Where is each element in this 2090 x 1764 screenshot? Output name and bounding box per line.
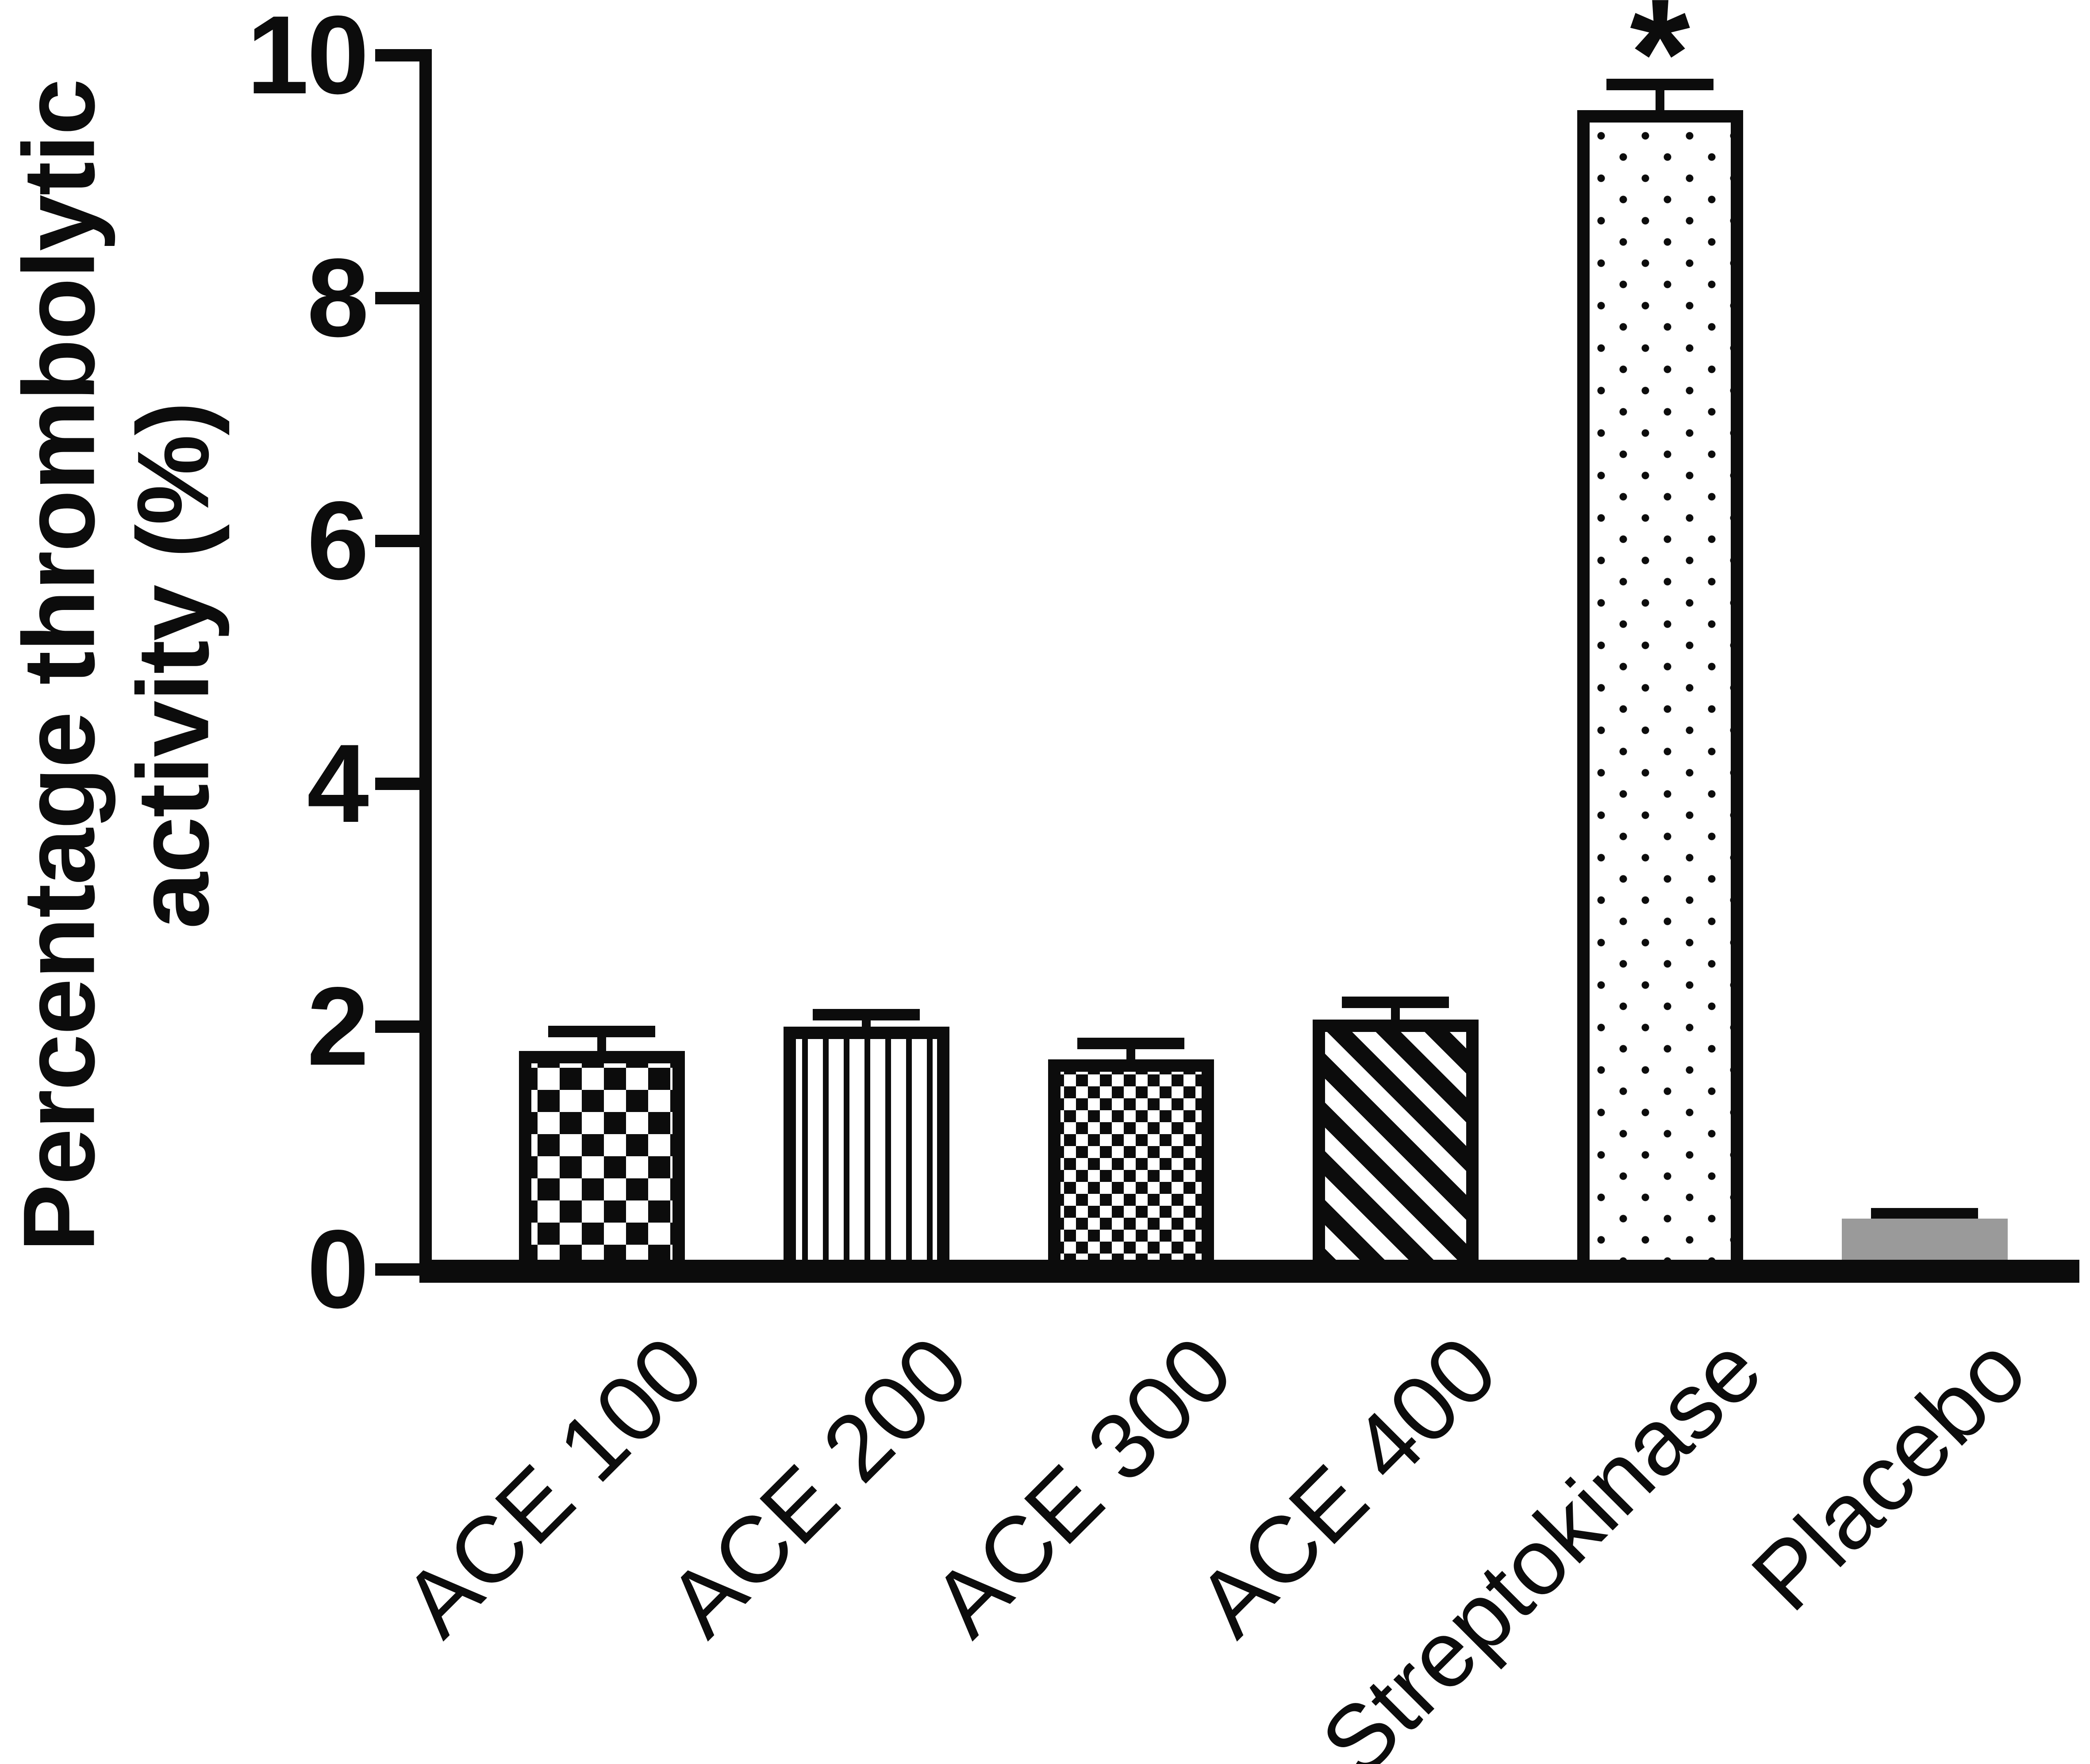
y-tick-8 bbox=[375, 292, 432, 304]
y-tick-label-4: 4 bbox=[307, 721, 369, 846]
y-tick-2 bbox=[375, 1020, 432, 1033]
x-axis-line bbox=[419, 1260, 2079, 1283]
bar-streptokinase bbox=[1577, 110, 1743, 1274]
bar-ace-200 bbox=[783, 1027, 949, 1274]
y-axis-line bbox=[419, 49, 432, 1276]
y-tick-label-2: 2 bbox=[307, 964, 369, 1089]
error-bar-cap-ace-200 bbox=[813, 1009, 920, 1020]
y-tick-label-8: 8 bbox=[307, 236, 369, 360]
bar-ace-400 bbox=[1312, 1019, 1479, 1274]
bar-ace-300 bbox=[1048, 1059, 1214, 1274]
y-tick-label-10: 10 bbox=[246, 0, 369, 117]
error-bar-cap-ace-300 bbox=[1077, 1038, 1184, 1050]
error-bar-cap-placebo bbox=[1871, 1208, 1978, 1219]
y-tick-10 bbox=[375, 49, 432, 61]
bar-ace-100 bbox=[519, 1051, 685, 1274]
y-tick-label-0: 0 bbox=[307, 1207, 369, 1331]
error-bar-cap-streptokinase bbox=[1606, 78, 1713, 90]
y-tick-4 bbox=[375, 778, 432, 790]
y-tick-6 bbox=[375, 535, 432, 547]
error-bar-cap-ace-400 bbox=[1342, 997, 1449, 1009]
significance-asterisk: * bbox=[1629, 0, 1690, 140]
y-tick-label-6: 6 bbox=[307, 479, 369, 603]
error-bar-cap-ace-100 bbox=[548, 1025, 655, 1037]
